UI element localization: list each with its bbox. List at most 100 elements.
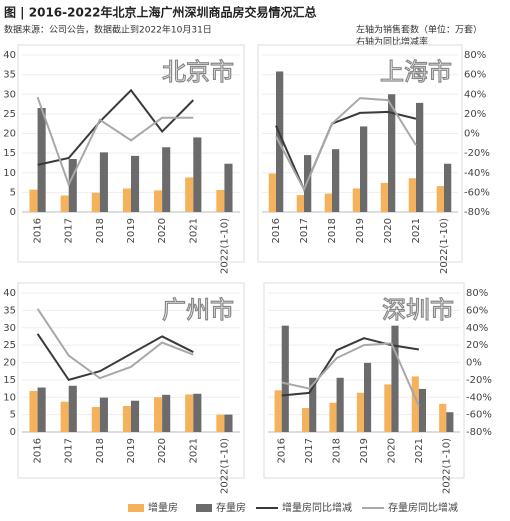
bar [380, 182, 388, 212]
bar [411, 376, 419, 432]
y-tick-label: 40 [3, 288, 16, 299]
x-tick-label: 2020 [157, 218, 168, 243]
x-tick-label: 2020 [157, 438, 168, 463]
y2-tick-label: -40% [464, 168, 490, 179]
legend-label: 增量房同比增减 [282, 501, 352, 514]
x-tick-label: 2020 [386, 438, 397, 463]
bar [37, 387, 46, 432]
y-tick-label: 10 [3, 168, 16, 179]
x-tick-label: 2019 [126, 438, 137, 463]
x-tick-label: 2021 [188, 218, 199, 243]
bar [384, 384, 392, 432]
y-tick-label: 20 [3, 129, 16, 140]
y2-tick-label: 40% [464, 89, 486, 100]
x-tick-label: 2016 [33, 438, 44, 463]
y2-tick-label: 40% [466, 323, 488, 334]
bar [68, 159, 77, 212]
y-tick-label: 0 [10, 427, 16, 438]
panel-title: 广州市 [162, 296, 234, 324]
x-tick-label: 2018 [327, 218, 338, 243]
x-tick-label: 2016 [277, 438, 288, 463]
x-tick-label: 2019 [126, 218, 137, 243]
bar [332, 149, 340, 212]
x-tick-label: 2017 [304, 438, 315, 463]
bar [281, 325, 289, 432]
panel-title: 深圳市 [382, 296, 454, 324]
panel-title: 上海市 [380, 58, 452, 86]
bar [185, 177, 194, 212]
y-tick-label: 25 [3, 340, 16, 351]
bar [193, 137, 202, 212]
bar [154, 397, 163, 432]
bar [91, 192, 100, 212]
y-tick-label: 25 [3, 109, 16, 120]
bar [60, 195, 69, 212]
y2-tick-label: -20% [464, 148, 490, 159]
line [36, 96, 194, 188]
y-tick-label: 15 [3, 375, 16, 386]
x-tick-label: 2017 [299, 218, 310, 243]
y2-tick-label: -60% [464, 187, 490, 198]
y-tick-label: 40 [3, 50, 16, 61]
x-tick-label: 2021 [414, 438, 425, 463]
x-tick-label: 2016 [271, 218, 282, 243]
x-tick-label: 2017 [64, 218, 75, 243]
y2-tick-label: -40% [466, 392, 492, 403]
y-tick-label: 20 [3, 358, 16, 369]
note: 左轴为销售套数（单位：万套） [356, 24, 482, 36]
panel-frame [17, 282, 245, 479]
bar [216, 190, 225, 212]
x-tick-label: 2020 [383, 218, 394, 243]
line [36, 333, 194, 382]
bar [324, 193, 332, 212]
bar [356, 392, 364, 432]
bar [60, 401, 69, 432]
bar [37, 107, 46, 212]
bar [154, 190, 163, 212]
bar [131, 155, 140, 212]
legend-swatch [196, 504, 212, 512]
line [275, 97, 417, 192]
bar [446, 412, 454, 432]
panel-title: 北京市 [162, 58, 234, 86]
x-tick-label: 2018 [332, 438, 343, 463]
y-tick-label: 35 [3, 305, 16, 316]
bar [391, 325, 399, 432]
legend-label: 存量房同比增减 [388, 501, 458, 514]
line [37, 88, 194, 166]
bar [162, 394, 171, 432]
bar [29, 189, 38, 212]
bar [416, 102, 424, 212]
bar [364, 362, 372, 432]
bar [309, 377, 317, 432]
y2-tick-label: -60% [466, 410, 492, 421]
y2-tick-label: -20% [466, 375, 492, 386]
bar [296, 195, 304, 212]
legend-label: 增量房 [148, 501, 178, 514]
note: 右轴为同比增减率 [356, 36, 428, 48]
bar [162, 147, 171, 212]
y-tick-label: 35 [3, 70, 16, 81]
bar [29, 390, 38, 432]
x-tick-label: 2021 [411, 218, 422, 243]
y-tick-label: 30 [3, 89, 16, 100]
bar [268, 173, 276, 212]
bar [68, 385, 77, 432]
x-tick-label: 2021 [188, 438, 199, 463]
bar [444, 163, 452, 212]
y-tick-label: 30 [3, 323, 16, 334]
bar [224, 414, 233, 432]
y2-tick-label: 60% [466, 305, 488, 316]
bar [185, 394, 194, 432]
y-tick-label: 5 [10, 187, 16, 198]
bar [304, 155, 312, 212]
y-tick-label: 5 [10, 410, 16, 421]
line [281, 342, 420, 407]
y-tick-label: 10 [3, 392, 16, 403]
x-tick-label: 2022(1-10) [219, 218, 230, 274]
bar [131, 400, 140, 432]
panel-frame [263, 282, 465, 479]
bar [99, 152, 108, 212]
bar [329, 402, 337, 432]
y2-tick-label: 60% [464, 70, 486, 81]
